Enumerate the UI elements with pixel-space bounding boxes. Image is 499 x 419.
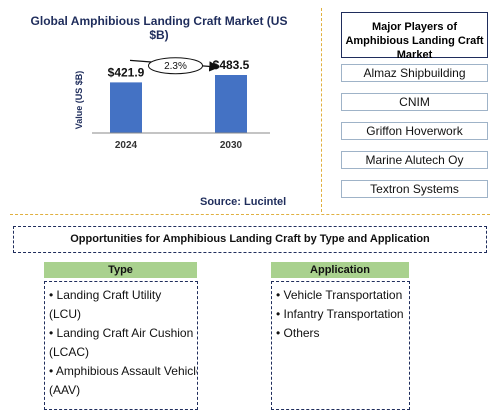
- type-header: Type: [44, 262, 197, 278]
- player-item: Marine Alutech Oy: [341, 151, 488, 169]
- bar-value-label: $421.9: [108, 65, 145, 79]
- player-item: Almaz Shipbuilding: [341, 64, 488, 82]
- list-item: (LCAC): [49, 345, 90, 359]
- bar-chart: $421.9 2024 $483.5 2030 Value (US $B) 2.3%: [74, 57, 270, 151]
- type-box: • Landing Craft Utility (LCU) • Landing Cr…: [44, 281, 198, 410]
- list-item: (AAV): [49, 383, 81, 397]
- bar-value-label: $483.5: [213, 58, 250, 72]
- type-list: • Landing Craft Utility (LCU) • Landing Cr…: [49, 286, 197, 400]
- bar: [215, 75, 247, 133]
- cagr-label: 2.3%: [164, 61, 187, 72]
- horizontal-divider: [10, 214, 490, 215]
- opportunities-title: Opportunities for Amphibious Landing Cra…: [13, 226, 487, 253]
- list-item: • Landing Craft Utility: [49, 288, 162, 302]
- chart-source: Source: Lucintel: [200, 196, 287, 208]
- application-header: Application: [271, 262, 409, 278]
- x-tick-label: 2024: [115, 140, 138, 151]
- application-box: • Vehicle Transportation • Infantry Trans…: [271, 281, 410, 410]
- player-item: CNIM: [341, 93, 488, 111]
- bar: [110, 82, 142, 133]
- chart-title: Global Amphibious Landing Craft Market (…: [30, 14, 288, 42]
- list-item: (LCU): [49, 307, 81, 321]
- y-axis-label: Value (US $B): [74, 71, 84, 130]
- player-item: Griffon Hoverwork: [341, 122, 488, 140]
- list-item: • Vehicle Transportation: [276, 288, 403, 302]
- players-title: Major Players of Amphibious Landing Craf…: [341, 12, 488, 61]
- list-item: • Others: [276, 326, 320, 340]
- vertical-divider: [321, 8, 322, 212]
- list-item: • Infantry Transportation: [276, 307, 404, 321]
- x-tick-label: 2030: [220, 140, 243, 151]
- cagr-ellipse: [148, 57, 203, 75]
- list-item: • Landing Craft Air Cushion: [49, 326, 194, 340]
- player-item: Textron Systems: [341, 180, 488, 198]
- application-list: • Vehicle Transportation • Infantry Trans…: [276, 286, 409, 343]
- list-item: • Amphibious Assault Vehicle: [49, 364, 198, 378]
